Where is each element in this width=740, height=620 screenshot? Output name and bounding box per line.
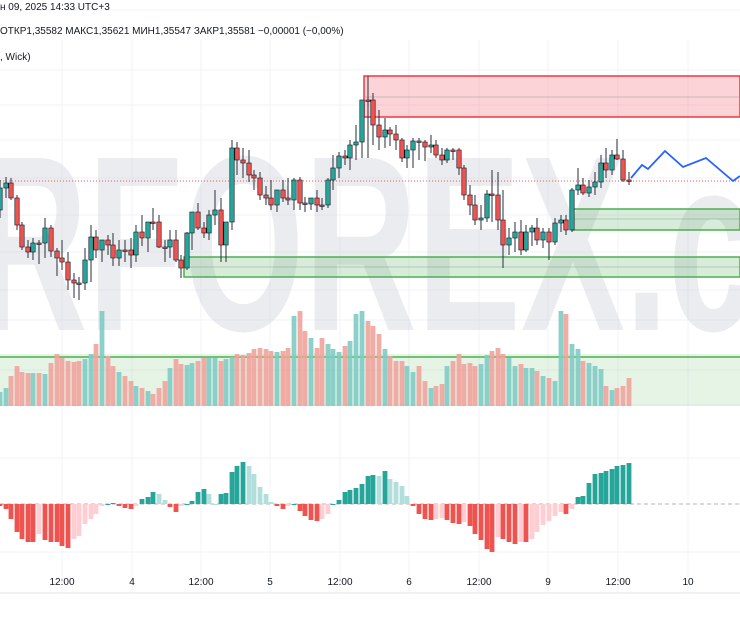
price-projection-line[interactable] bbox=[630, 149, 740, 183]
x-axis-label: 9 bbox=[545, 577, 551, 588]
x-axis-label: 12:00 bbox=[605, 577, 631, 588]
x-axis-label: 12:00 bbox=[49, 577, 75, 588]
x-axis-label: 5 bbox=[267, 577, 273, 588]
x-axis-label: 12:00 bbox=[466, 577, 492, 588]
header-datetime: н 09, 2025 14:33 UTC+3 bbox=[0, 2, 110, 13]
x-axis-label: 6 bbox=[406, 577, 412, 588]
volume-bars bbox=[0, 311, 632, 406]
momentum-histogram bbox=[0, 462, 632, 552]
x-axis-label: 4 bbox=[129, 577, 135, 588]
x-axis-label: 12:00 bbox=[188, 577, 214, 588]
header-ohlc: ОТКР1,35582 МАКС1,35621 МИН1,35547 ЗАКР1… bbox=[0, 26, 344, 37]
indicator-legend[interactable]: , Wick) bbox=[0, 52, 31, 63]
x-axis-label: 10 bbox=[682, 577, 694, 588]
x-axis-label: 12:00 bbox=[327, 577, 353, 588]
candlesticks bbox=[0, 76, 632, 300]
